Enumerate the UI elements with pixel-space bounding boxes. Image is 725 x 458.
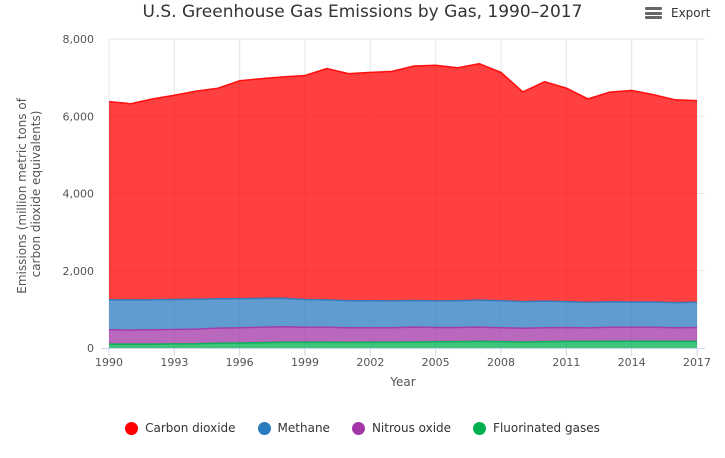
x-tick-label: 2017 [683,356,711,369]
legend-marker-icon [351,421,365,435]
y-axis-ticks: 0 2,000 4,000 6,000 8,000 [63,33,95,355]
legend-item[interactable]: Fluorinated gases [473,421,600,435]
x-tick-label: 2008 [487,356,515,369]
chart-title: U.S. Greenhouse Gas Emissions by Gas, 19… [142,2,583,22]
hamburger-menu-icon [645,7,662,19]
legend-label: Nitrous oxide [371,421,452,435]
x-tick-label: 1999 [291,356,319,369]
y-tick-label: 8,000 [63,33,95,46]
x-tick-label: 1990 [95,356,123,369]
x-tick-label: 2002 [356,356,384,369]
legend-item[interactable]: Nitrous oxide [351,421,452,435]
series-line-fluorinated-gases [109,340,697,345]
area-series [108,62,698,348]
legend-item[interactable]: Carbon dioxide [125,421,236,435]
y-axis-title-line-2: carbon dioxide equivalents) [29,111,43,278]
x-axis-title: Year [389,375,415,389]
legend-label: Carbon dioxide [145,421,236,435]
export-button[interactable]: Export [645,6,710,20]
y-tick-label: 6,000 [63,110,95,123]
series-line-carbon-dioxide [108,62,698,105]
y-tick-label: 2,000 [63,265,95,278]
area-nitrous-oxide[interactable] [109,326,697,345]
x-tick-label: 2014 [618,356,646,369]
area-carbon-dioxide[interactable] [109,63,697,303]
x-tick-label: 2005 [422,356,450,369]
y-axis-title: Emissions (million metric tons of carbon… [15,94,43,294]
legend-label: Fluorinated gases [493,421,600,435]
x-tick-label: 2011 [552,356,580,369]
x-axis-ticks: 1990 1993 1996 1999 2002 2005 2008 2011 2014 2017 [95,348,711,369]
y-axis-title-line-1: Emissions (million metric tons of [15,97,29,293]
legend: Carbon dioxide Methane Nitrous oxide Fluori… [0,421,725,435]
y-tick-label: 4,000 [63,188,95,201]
legend-marker-icon [257,421,271,435]
x-tick-label: 1996 [226,356,254,369]
export-label: Export [671,6,711,20]
y-tick-label: 0 [87,342,94,355]
x-tick-label: 1993 [160,356,188,369]
legend-item[interactable]: Methane [257,421,330,435]
legend-marker-icon [125,421,139,435]
series-line-methane [108,297,698,304]
series-line-nitrous-oxide [108,326,698,331]
legend-marker-icon [473,421,487,435]
legend-label: Methane [277,421,330,435]
area-methane[interactable] [109,298,697,330]
